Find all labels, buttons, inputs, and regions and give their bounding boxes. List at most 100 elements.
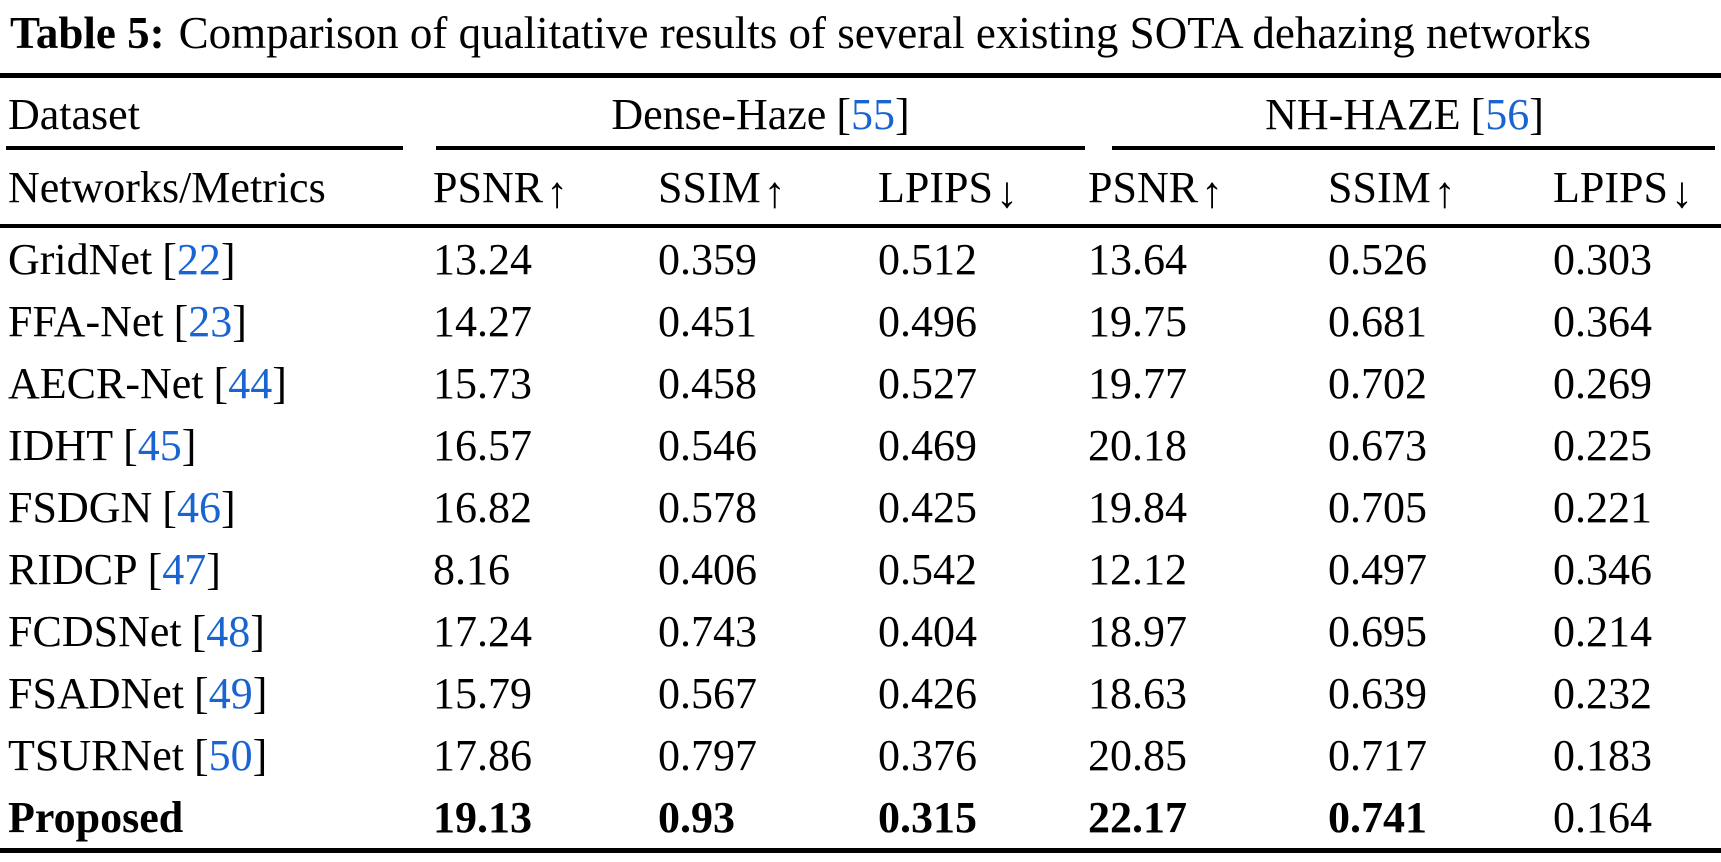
table-row: TSURNet [50] 17.86 0.797 0.376 20.85 0.71… [0,724,1721,786]
metric-value: 0.93 [658,786,878,853]
citation-bracket: ] [250,606,265,656]
citation-link[interactable]: 22 [176,234,221,284]
metric-value: 0.526 [1328,234,1428,284]
metric-value: 0.232 [1553,668,1653,718]
metric-value: 0.639 [1328,668,1428,718]
metric-value: 0.702 [1328,358,1428,408]
metric-value: 19.75 [1088,296,1188,346]
column-header-psnr-nh: PSNR↑ [1088,150,1329,228]
network-cell: TSURNet [50] [0,724,433,786]
metric-value: 14.27 [433,296,532,346]
up-arrow-icon: ↑ [763,167,786,217]
network-name: AECR-Net [8,358,204,408]
network-name: FSADNet [8,668,185,718]
metric-value: 0.426 [878,668,977,718]
metric-value: 0.705 [1328,482,1428,532]
table-row: GridNet [22] 13.24 0.359 0.512 13.64 0.52… [0,226,1721,290]
citation-link[interactable]: 50 [208,730,253,780]
metric-value: 20.18 [1088,420,1188,470]
metric-value: 19.77 [1088,358,1188,408]
metric-value: 0.527 [878,358,977,408]
metric-value: 16.57 [433,420,532,470]
metric-value: 0.512 [878,234,977,284]
metric-value: 20.85 [1088,730,1188,780]
group-name: NH-HAZE [1265,89,1461,139]
metric-value: 0.214 [1553,606,1653,656]
citation-bracket: [ [123,420,138,470]
network-cell: IDHT [45] [0,414,433,476]
column-header-ssim-nh: SSIM↑ [1328,150,1554,228]
metric-value: 22.17 [1088,786,1329,853]
metric-value: 17.24 [433,606,532,656]
citation-bracket: [ [173,296,189,346]
metric-value: 0.164 [1553,786,1721,853]
down-arrow-icon: ↓ [1670,167,1693,217]
table-row-proposed: Proposed 19.13 0.93 0.315 22.17 0.741 0.… [0,786,1721,853]
metric-value: 0.315 [878,786,1089,853]
citation-bracket: [ [213,358,229,408]
metric-value: 0.741 [1328,786,1554,853]
citation-bracket: ] [206,544,221,594]
citation-bracket: ] [1529,89,1544,139]
metric-value: 0.425 [878,482,977,532]
metric-label: LPIPS [878,162,993,212]
metric-label: SSIM [1328,162,1431,212]
metric-value: 0.578 [658,482,757,532]
citation-link[interactable]: 55 [851,89,895,139]
table-row: FSADNet [49] 15.79 0.567 0.426 18.63 0.63… [0,662,1721,724]
metric-label: PSNR [433,162,544,212]
citation-link[interactable]: 49 [208,668,253,718]
up-arrow-icon: ↑ [1433,167,1456,217]
citation-bracket: [ [194,730,209,780]
metric-value: 0.406 [658,544,757,594]
citation-link[interactable]: 46 [176,482,221,532]
metric-value: 0.221 [1553,482,1653,532]
metric-value: 0.497 [1328,544,1428,594]
citation-bracket: [ [162,482,177,532]
metric-value: 0.225 [1553,420,1653,470]
networks-metrics-label: Networks/Metrics [8,162,326,212]
citation-bracket: ] [895,89,910,139]
network-name: IDHT [8,420,114,470]
network-cell: FSADNet [49] [0,662,433,724]
table-row: FCDSNet [48] 17.24 0.743 0.404 18.97 0.69… [0,600,1721,662]
citation-link[interactable]: 44 [228,358,273,408]
table-row: AECR-Net [44] 15.73 0.458 0.527 19.77 0.7… [0,352,1721,414]
table-caption-tag: Table 5: [10,8,165,58]
citation-link[interactable]: 48 [206,606,251,656]
metric-value: 19.84 [1088,482,1188,532]
citation-link[interactable]: 56 [1485,89,1530,139]
network-cell: AECR-Net [44] [0,352,433,414]
metric-value: 13.64 [1088,234,1188,284]
metric-value: 0.695 [1328,606,1428,656]
metric-value: 15.79 [433,668,532,718]
metric-value: 19.13 [433,786,658,853]
network-cell: Proposed [0,786,433,853]
metric-value: 0.451 [658,296,757,346]
network-name: FFA-Net [8,296,164,346]
citation-link[interactable]: 45 [137,420,182,470]
citation-link[interactable]: 47 [162,544,207,594]
citation-bracket: [ [147,544,163,594]
metric-value: 15.73 [433,358,532,408]
citation-link[interactable]: 23 [188,296,233,346]
metric-value: 0.183 [1553,730,1653,780]
group-header-nh-haze: NH-HAZE [56] [1088,73,1721,152]
citation-bracket: ] [252,668,268,718]
column-header-lpips-dense: LPIPS↓ [878,150,1089,228]
column-header-lpips-nh: LPIPS↓ [1553,150,1721,228]
metric-value: 0.303 [1553,234,1653,284]
metric-value: 0.496 [878,296,977,346]
network-cell: FSDGN [46] [0,476,433,538]
up-arrow-icon: ↑ [1201,167,1224,217]
citation-bracket: [ [194,668,209,718]
metric-value: 0.458 [658,358,757,408]
metric-value: 0.469 [878,420,977,470]
metric-value: 0.681 [1328,296,1428,346]
down-arrow-icon: ↓ [995,167,1018,217]
column-header-psnr-dense: PSNR↑ [433,150,658,228]
table-row: RIDCP [47] 8.16 0.406 0.542 12.12 0.497 0… [0,538,1721,600]
dataset-header-cell: Dataset [0,73,433,152]
networks-metrics-header: Networks/Metrics [0,150,433,228]
metric-value: 0.376 [878,730,977,780]
